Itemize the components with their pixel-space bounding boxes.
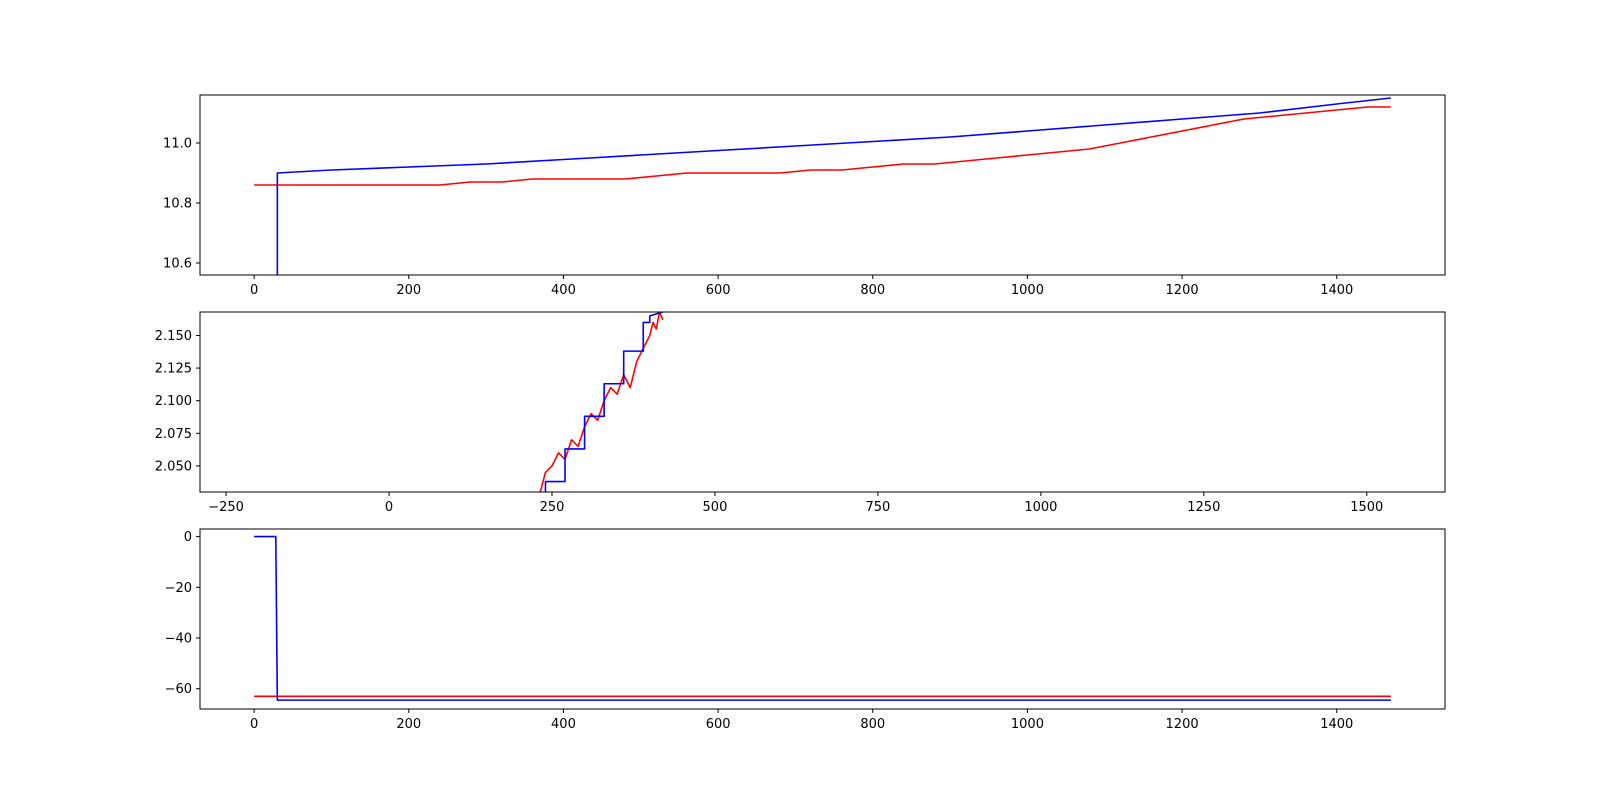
- x-tick-label: 1000: [1011, 717, 1044, 732]
- x-tick-label: 400: [551, 283, 576, 298]
- x-tick-label: 200: [396, 283, 421, 298]
- x-tick-label: 1200: [1166, 717, 1199, 732]
- x-tick-label: 750: [865, 500, 890, 515]
- x-tick-label: 200: [396, 717, 421, 732]
- x-tick-label: 0: [385, 500, 393, 515]
- x-tick-label: 0: [250, 283, 258, 298]
- x-tick-label: 400: [551, 717, 576, 732]
- x-tick-label: 1500: [1350, 500, 1383, 515]
- subplot-1: 0 200 400 600 800 1000 1200 1400 10.6 10.8 11.0: [163, 94, 1446, 298]
- y-tick-label: 2.075: [155, 427, 192, 442]
- axes-frame: [199, 94, 1446, 276]
- y-tick-label: 0: [184, 530, 192, 545]
- subplot-2: −250 0 250 500 750 1000 1250 1500 2.050 2.075 2.10…: [155, 311, 1446, 515]
- x-tick-label: 1250: [1187, 500, 1220, 515]
- y-tick-label: 11.0: [163, 137, 192, 152]
- y-tick-label: 2.150: [155, 329, 192, 344]
- x-tick-label: 1400: [1320, 717, 1353, 732]
- y-tick-label: 10.8: [163, 197, 192, 212]
- x-tick-label: 1400: [1320, 283, 1353, 298]
- y-tick-label: 2.125: [155, 362, 192, 377]
- x-tick-label: 500: [703, 500, 728, 515]
- y-tick-label: 2.050: [155, 459, 192, 474]
- series-line-1: [254, 106, 1391, 186]
- x-tick-label: 1000: [1024, 500, 1057, 515]
- series-group: [254, 97, 1391, 275]
- y-tick-label: 2.100: [155, 394, 192, 409]
- x-tick-label: 250: [540, 500, 565, 515]
- x-tick-label: 1200: [1166, 283, 1199, 298]
- axes-frame: [199, 311, 1446, 493]
- y-tick-label: −40: [165, 632, 192, 647]
- series-line-2: [544, 312, 664, 492]
- x-tick-label: 800: [860, 283, 885, 298]
- x-tick-label: 600: [706, 717, 731, 732]
- x-tick-label: 0: [250, 717, 258, 732]
- subplot-3: 0 200 400 600 800 1000 1200 1400 0 −20 −40 −60: [165, 528, 1446, 732]
- x-tick-label: 800: [860, 717, 885, 732]
- series-group: [539, 312, 664, 492]
- y-tick-label: 10.6: [163, 257, 192, 272]
- x-tick-label: 600: [706, 283, 731, 298]
- y-tick-label: −20: [165, 581, 192, 596]
- series-line-2: [276, 97, 1391, 275]
- x-tick-label: −250: [208, 500, 244, 515]
- series-line-1: [539, 312, 664, 492]
- y-tick-label: −60: [165, 682, 192, 697]
- x-tick-label: 1000: [1011, 283, 1044, 298]
- series-group: [254, 535, 1391, 701]
- series-line-2: [254, 535, 1391, 701]
- axes-frame: [199, 528, 1446, 710]
